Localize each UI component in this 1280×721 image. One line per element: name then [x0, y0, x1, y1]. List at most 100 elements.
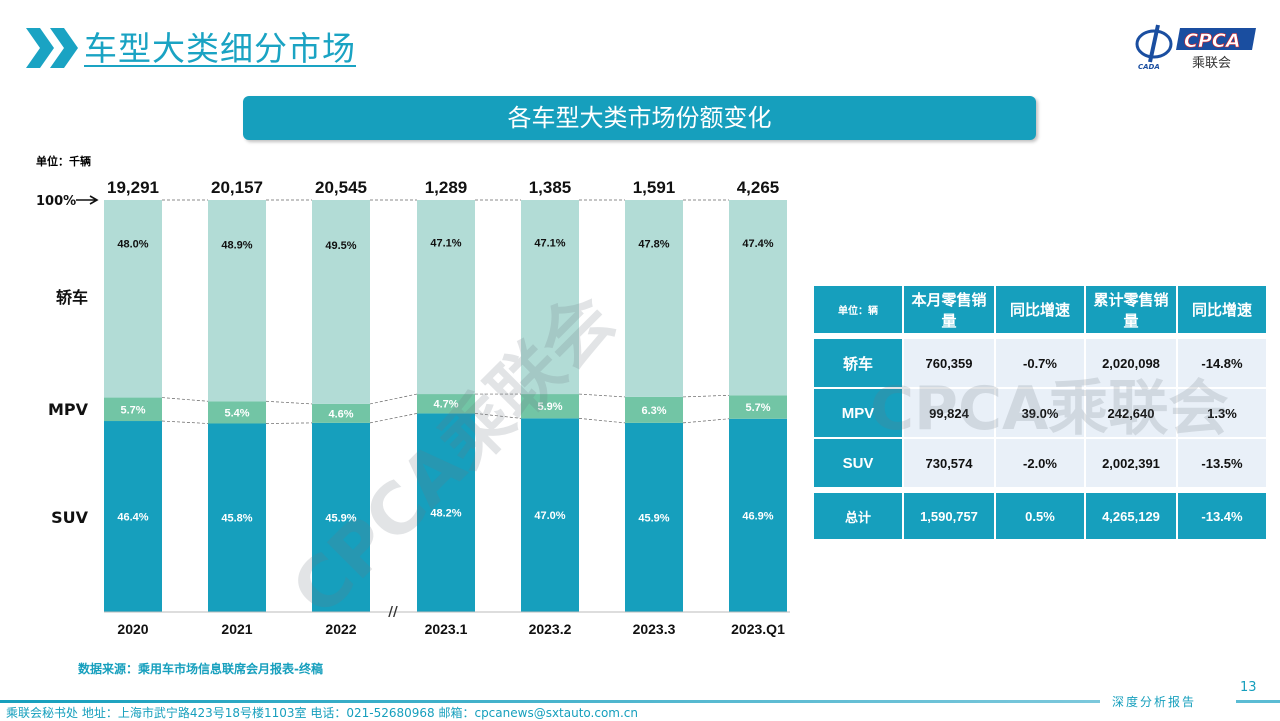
chart-title-banner: 各车型大类市场份额变化	[243, 96, 1036, 140]
x-tick-label: 2023.Q1	[731, 621, 785, 637]
total-label: 20,157	[211, 178, 263, 197]
data-label-sedan: 48.0%	[117, 238, 148, 250]
table-cell: 99,824	[904, 389, 994, 437]
footer-contact: 乘联会秘书处 地址：上海市武宁路423号18号楼1103室 电话：021-526…	[6, 706, 639, 720]
connector-line	[682, 394, 730, 398]
bar-suv	[208, 423, 266, 612]
table-cell: 242,640	[1086, 389, 1176, 437]
x-tick-label: 2022	[325, 621, 356, 637]
table-row: 轿车 760,359 -0.7% 2,020,098 -14.8%	[814, 339, 1266, 387]
table-cell: 2,002,391	[1086, 439, 1176, 487]
bar-mpv	[208, 401, 266, 424]
stacked-bar-chart: 46.4% 5.7% 48.0% 19,291 2020 45.8% 5.4% 48.9% 20…	[36, 178, 790, 637]
bar-suv	[312, 422, 370, 612]
chevron-icon	[26, 28, 78, 68]
data-source: 数据来源：乘用车市场信息联席会月报表-终稿	[78, 662, 323, 676]
data-label-sedan: 47.4%	[742, 238, 773, 250]
data-label-suv: 46.9%	[742, 510, 773, 522]
x-tick-label: 2021	[221, 621, 252, 637]
data-label-sedan: 47.8%	[638, 238, 669, 250]
connector-line	[369, 413, 418, 424]
svg-text:CPCA: CPCA	[1184, 30, 1241, 52]
table-cell: 0.5%	[996, 493, 1084, 539]
table-cell: 39.0%	[996, 389, 1084, 437]
data-label-sedan: 47.1%	[430, 238, 461, 250]
total-label: 20,545	[315, 178, 367, 197]
connector-line	[474, 413, 522, 419]
connector-line	[682, 418, 730, 424]
total-label: 1,591	[633, 178, 676, 197]
footer-divider	[0, 700, 1100, 703]
total-label: 19,291	[107, 178, 159, 197]
x-tick-label: 2023.2	[529, 621, 572, 637]
data-label-mpv: 4.6%	[328, 408, 353, 420]
table-cell: 2,020,098	[1086, 339, 1176, 387]
data-label-suv: 45.8%	[221, 513, 252, 525]
bar-mpv	[521, 394, 579, 419]
data-label-sedan: 49.5%	[325, 240, 356, 252]
connector-line	[578, 418, 626, 424]
data-label-sedan: 48.9%	[221, 239, 252, 251]
sales-table: 单位：辆 本月零售销量 同比增速 累计零售销量 同比增速 轿车 760,359 …	[812, 284, 1268, 541]
bar-mpv	[729, 395, 787, 419]
bar-mpv	[417, 394, 475, 414]
svg-text:乘联会: 乘联会	[1192, 56, 1231, 70]
table-cell: 4,265,129	[1086, 493, 1176, 539]
data-label-mpv: 4.7%	[433, 399, 458, 411]
x-tick-label: 2020	[117, 621, 148, 637]
row-label: 轿车	[814, 339, 902, 387]
table-total-row: 总计 1,590,757 0.5% 4,265,129 -13.4%	[814, 493, 1266, 539]
table-cell: -2.0%	[996, 439, 1084, 487]
total-label: 1,289	[425, 178, 468, 197]
data-label-mpv: 5.7%	[745, 402, 770, 414]
bar-sedan	[729, 200, 787, 396]
bar-mpv	[104, 397, 162, 422]
bar-mpv	[625, 396, 683, 423]
cpca-logo: CADA CPCA 乘联会	[1134, 20, 1259, 71]
connector-line	[265, 400, 313, 405]
bar-sedan	[417, 200, 475, 395]
table-cell: 730,574	[904, 439, 994, 487]
x-tick-label: 2023.1	[425, 621, 468, 637]
bar-sedan	[208, 200, 266, 402]
data-label-mpv: 5.7%	[120, 404, 145, 416]
connector-line	[265, 422, 313, 424]
tagline: 深度分析报告	[1112, 695, 1197, 709]
bar-sedan	[312, 200, 370, 404]
bar-mpv	[312, 403, 370, 423]
table-row: SUV 730,574 -2.0% 2,002,391 -13.5%	[814, 439, 1266, 487]
table-header: 本月零售销量	[904, 286, 994, 333]
bar-suv	[417, 413, 475, 612]
connector-line	[578, 393, 626, 398]
top-marker-label: 100%	[36, 194, 76, 209]
bar-sedan	[104, 200, 162, 398]
row-label: SUV	[814, 439, 902, 487]
total-label: 4,265	[737, 178, 780, 197]
footer-divider	[1236, 700, 1280, 703]
table-cell: -13.4%	[1178, 493, 1266, 539]
row-label: MPV	[814, 389, 902, 437]
table-row: MPV 99,824 39.0% 242,640 1.3%	[814, 389, 1266, 437]
page-title: 车型大类细分市场	[84, 29, 356, 68]
data-label-suv: 48.2%	[430, 508, 461, 520]
bar-suv	[729, 418, 787, 612]
unit-label: 单位：千辆	[36, 155, 91, 168]
data-label-sedan: 47.1%	[534, 238, 565, 250]
series-label: MPV	[48, 400, 89, 419]
table-header-row: 单位：辆 本月零售销量 同比增速 累计零售销量 同比增速	[814, 286, 1266, 333]
data-label-mpv: 6.3%	[641, 405, 666, 417]
bar-suv	[521, 418, 579, 612]
table-cell: -13.5%	[1178, 439, 1266, 487]
data-label-suv: 47.0%	[534, 510, 565, 522]
page-number: 13	[1240, 680, 1257, 695]
row-label: 总计	[814, 493, 902, 539]
table-header: 累计零售销量	[1086, 286, 1176, 333]
arrow-icon	[76, 195, 99, 205]
table-cell: -0.7%	[996, 339, 1084, 387]
total-label: 1,385	[529, 178, 572, 197]
table-cell: 1,590,757	[904, 493, 994, 539]
table-header: 同比增速	[1178, 286, 1266, 333]
bar-sedan	[625, 200, 683, 397]
data-label-mpv: 5.4%	[224, 407, 249, 419]
table-cell: 1.3%	[1178, 389, 1266, 437]
